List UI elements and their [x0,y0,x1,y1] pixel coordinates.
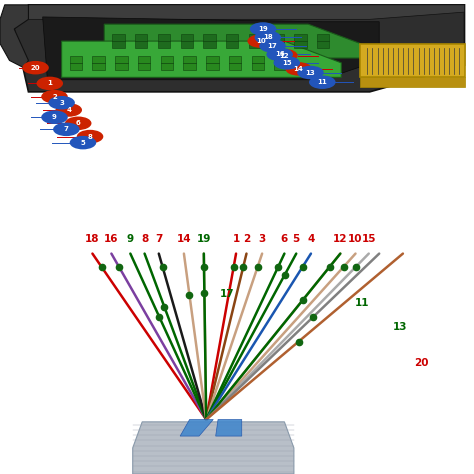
Text: 20: 20 [414,357,428,368]
Bar [272,34,284,48]
Text: 17: 17 [268,43,277,49]
Text: 16: 16 [275,51,284,57]
Bar [226,34,238,48]
Text: 13: 13 [392,322,407,332]
Polygon shape [216,419,242,436]
Circle shape [70,136,96,149]
Text: 12: 12 [333,234,347,244]
Bar [229,55,241,70]
Polygon shape [0,5,28,68]
Text: 6: 6 [281,234,288,244]
Circle shape [65,117,91,130]
Text: 12: 12 [280,53,289,59]
Text: 2: 2 [243,234,250,244]
Text: 19: 19 [258,26,268,32]
Bar [161,55,173,70]
Circle shape [273,56,300,70]
Text: 15: 15 [282,60,292,66]
Text: 20: 20 [31,64,40,71]
Circle shape [48,96,75,109]
Text: 18: 18 [263,35,273,40]
Circle shape [77,130,103,143]
Text: 14: 14 [294,66,303,72]
Text: 14: 14 [177,234,191,244]
Bar [206,55,219,70]
Text: 8: 8 [141,234,148,244]
Text: 4: 4 [307,234,315,244]
Text: 17: 17 [219,289,234,299]
Text: 9: 9 [52,114,57,120]
Circle shape [297,66,324,79]
Polygon shape [360,77,465,87]
Bar [249,34,261,48]
Bar [274,55,287,70]
Bar [138,55,150,70]
Polygon shape [14,5,465,92]
Text: 6: 6 [76,120,81,126]
Circle shape [36,77,63,90]
Text: 18: 18 [85,234,100,244]
Bar [317,34,329,48]
Polygon shape [43,17,379,80]
Circle shape [41,90,68,103]
Circle shape [271,49,298,63]
Text: 8: 8 [88,134,92,139]
Circle shape [53,123,80,136]
Text: 16: 16 [104,234,118,244]
Text: 7: 7 [64,127,69,132]
Polygon shape [360,44,465,77]
Circle shape [309,75,336,89]
Circle shape [250,22,276,36]
Polygon shape [62,41,341,77]
Text: 2: 2 [52,94,57,100]
Circle shape [55,103,82,117]
Polygon shape [104,24,360,58]
Text: 10: 10 [256,38,265,44]
Text: 11: 11 [318,79,327,85]
Text: 5: 5 [292,234,300,244]
Polygon shape [133,422,294,474]
Polygon shape [28,5,465,19]
Text: 19: 19 [197,234,211,244]
Text: 11: 11 [355,298,369,309]
Text: 13: 13 [306,70,315,75]
Bar [115,55,128,70]
Text: 15: 15 [362,234,376,244]
Text: 3: 3 [59,100,64,106]
Circle shape [266,47,293,61]
Circle shape [255,31,281,44]
Bar [183,55,196,70]
Circle shape [247,34,274,48]
Circle shape [259,39,286,53]
Text: 9: 9 [127,234,134,244]
Bar [70,55,82,70]
Bar [294,34,307,48]
Circle shape [22,61,49,74]
Text: 1: 1 [47,81,52,86]
Bar [92,55,105,70]
Bar [135,34,147,48]
Polygon shape [180,419,213,436]
Text: 7: 7 [155,234,163,244]
Text: 5: 5 [81,140,85,146]
Text: 1: 1 [232,234,240,244]
Circle shape [41,110,68,124]
Bar [112,34,125,48]
Bar [252,55,264,70]
Bar [181,34,193,48]
Text: 3: 3 [258,234,266,244]
Bar [203,34,216,48]
Bar [158,34,170,48]
Text: 10: 10 [348,234,363,244]
Circle shape [285,62,312,76]
Text: 4: 4 [66,107,71,113]
